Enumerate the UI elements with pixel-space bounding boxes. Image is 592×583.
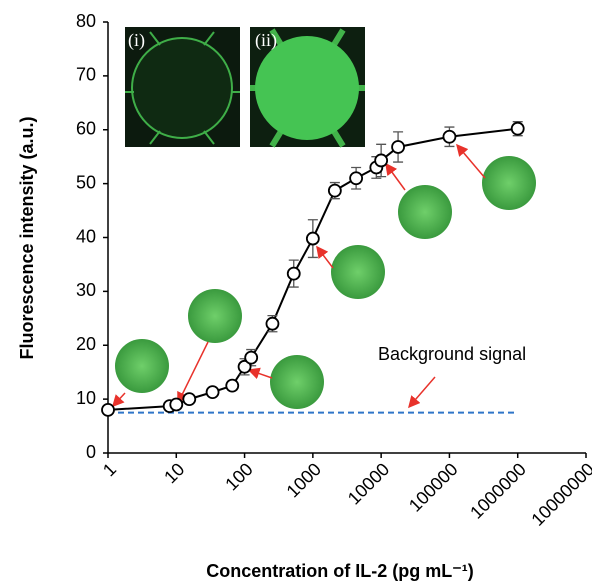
inset-label: (i) xyxy=(128,30,145,51)
data-point xyxy=(169,397,184,412)
x-axis-title: Concentration of IL-2 (pg mL⁻¹) xyxy=(206,561,473,581)
y-tick-label: 10 xyxy=(76,388,96,408)
data-point xyxy=(205,385,220,400)
y-axis-title: Fluorescence intensity (a.u.) xyxy=(17,116,37,359)
data-point xyxy=(286,266,301,281)
x-tick-label: 10000 xyxy=(344,459,394,509)
inset-label: (ii) xyxy=(255,30,277,51)
data-point xyxy=(225,378,240,393)
y-tick-label: 30 xyxy=(76,280,96,300)
y-tick-label: 0 xyxy=(86,442,96,462)
x-tick-label: 100 xyxy=(221,459,256,494)
data-point xyxy=(237,359,252,374)
y-tick-label: 70 xyxy=(76,65,96,85)
data-point xyxy=(442,129,457,144)
x-tick-label: 1000 xyxy=(283,459,325,501)
data-point xyxy=(349,171,364,186)
data-point xyxy=(327,183,342,198)
y-tick-label: 60 xyxy=(76,119,96,139)
arrows xyxy=(111,143,486,409)
data-point xyxy=(182,392,197,407)
x-tick-label: 1 xyxy=(99,459,120,480)
x-tick-label: 10 xyxy=(160,459,188,487)
data-point xyxy=(391,140,405,154)
y-tick-label: 50 xyxy=(76,172,96,192)
inset-ii xyxy=(250,27,365,148)
data-point xyxy=(305,231,320,246)
data-point xyxy=(265,316,280,331)
y-tick-label: 20 xyxy=(76,334,96,354)
data-point xyxy=(510,121,525,136)
data-point xyxy=(101,402,115,417)
inset-i xyxy=(125,27,240,147)
spot-images xyxy=(115,156,536,409)
x-tick-label: 1000000 xyxy=(466,459,530,523)
annotation: Background signal xyxy=(378,344,526,364)
data-point xyxy=(374,153,389,168)
x-tick-label: 100000 xyxy=(405,459,462,516)
data-point xyxy=(244,350,259,365)
x-tick-label: 10000000 xyxy=(527,459,592,530)
y-tick-label: 80 xyxy=(76,11,96,31)
y-tick-label: 40 xyxy=(76,226,96,246)
